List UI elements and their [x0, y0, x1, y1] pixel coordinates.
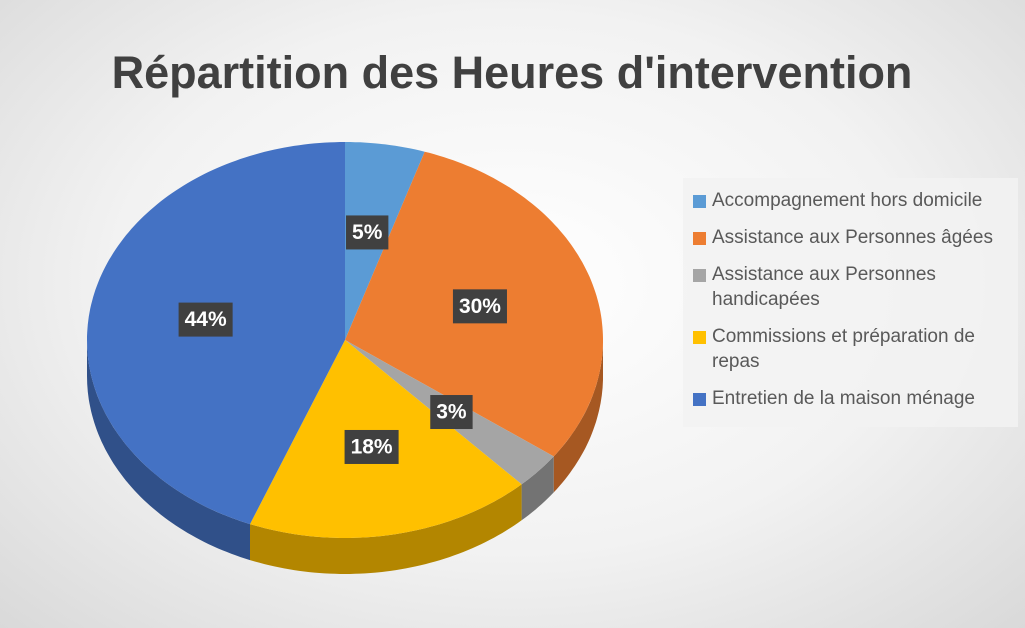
data-label-box	[452, 289, 507, 324]
slice-side	[250, 484, 522, 574]
legend-swatch	[693, 393, 706, 406]
legend-label: Commissions et préparation de repas	[712, 326, 975, 372]
legend-item: Accompagnement hors domicile	[693, 188, 1018, 213]
slice-side	[87, 340, 250, 561]
data-label-box	[344, 429, 399, 464]
data-label-text: 5%	[352, 221, 383, 244]
slice-side	[553, 340, 603, 493]
data-label: 3%	[430, 395, 473, 430]
data-label-text: 18%	[351, 436, 393, 459]
data-label: 44%	[178, 302, 233, 337]
data-label: 18%	[344, 429, 399, 464]
legend-swatch	[693, 195, 706, 208]
legend-item: Entretien de la maison ménage	[693, 386, 1018, 411]
chart-title: Répartition des Heures d'intervention	[112, 47, 913, 98]
data-label: 5%	[346, 215, 389, 250]
data-label: 30%	[452, 289, 507, 324]
legend-label: Assistance aux Personnes handicapées	[712, 264, 936, 310]
legend: Accompagnement hors domicile Assistance a…	[683, 178, 1018, 427]
legend-item: Commissions et préparation de repas	[693, 324, 1018, 374]
legend-swatch	[693, 232, 706, 245]
legend-swatch	[693, 331, 706, 344]
slice-side	[521, 456, 554, 521]
legend-swatch	[693, 269, 706, 282]
data-label-box	[430, 395, 473, 430]
legend-label: Assistance aux Personnes âgées	[712, 227, 993, 248]
legend-label: Entretien de la maison ménage	[712, 388, 975, 409]
legend-item: Assistance aux Personnes âgées	[693, 225, 1018, 250]
data-label-box	[178, 302, 233, 337]
data-label-text: 30%	[459, 295, 501, 318]
legend-label: Accompagnement hors domicile	[712, 190, 983, 211]
legend-item: Assistance aux Personnes handicapées	[693, 262, 1018, 312]
data-label-box	[346, 215, 389, 250]
data-label-text: 44%	[185, 308, 227, 331]
data-label-text: 3%	[436, 401, 467, 424]
